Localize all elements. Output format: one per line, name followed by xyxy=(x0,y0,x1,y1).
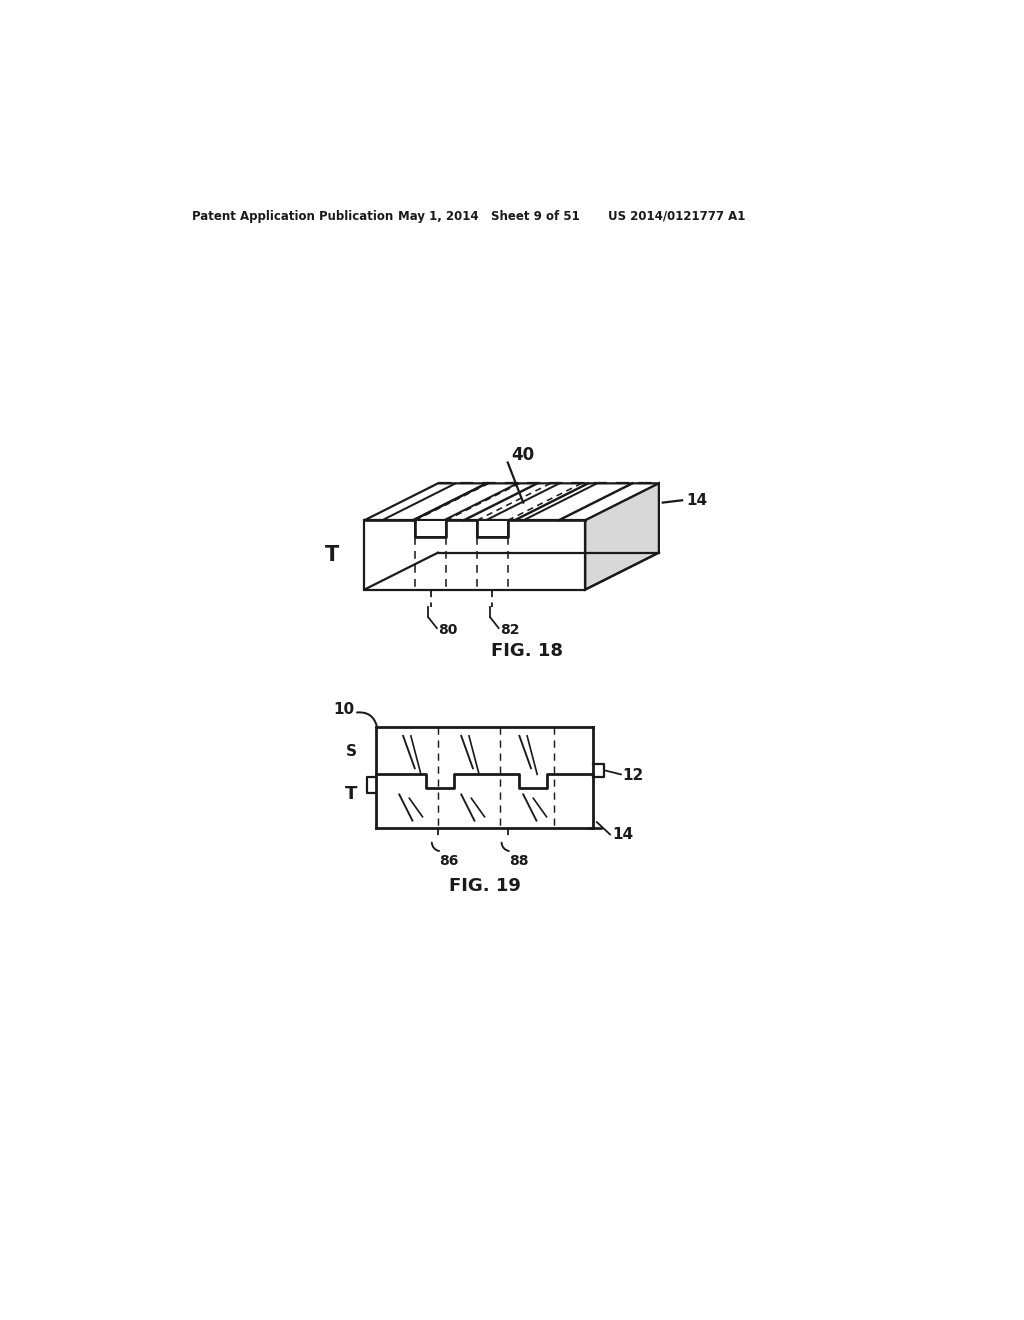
Polygon shape xyxy=(415,520,446,537)
Text: T: T xyxy=(325,545,339,565)
Text: US 2014/0121777 A1: US 2014/0121777 A1 xyxy=(608,210,745,223)
Text: 10: 10 xyxy=(334,702,354,717)
Polygon shape xyxy=(586,483,658,590)
Text: 40: 40 xyxy=(512,446,535,463)
Text: 14: 14 xyxy=(612,826,634,842)
Text: Patent Application Publication: Patent Application Publication xyxy=(191,210,393,223)
Text: S: S xyxy=(346,743,356,759)
Text: 80: 80 xyxy=(438,623,458,638)
Polygon shape xyxy=(365,520,586,590)
Text: May 1, 2014: May 1, 2014 xyxy=(397,210,478,223)
Text: 88: 88 xyxy=(509,854,528,867)
Text: Sheet 9 of 51: Sheet 9 of 51 xyxy=(490,210,580,223)
Text: 14: 14 xyxy=(686,492,708,508)
Text: 12: 12 xyxy=(623,768,644,783)
Text: 82: 82 xyxy=(501,623,520,638)
Text: T: T xyxy=(345,784,357,803)
Text: FIG. 19: FIG. 19 xyxy=(449,876,520,895)
Polygon shape xyxy=(477,520,508,537)
Polygon shape xyxy=(365,483,658,520)
Text: FIG. 18: FIG. 18 xyxy=(492,643,563,660)
Text: 86: 86 xyxy=(439,854,459,867)
